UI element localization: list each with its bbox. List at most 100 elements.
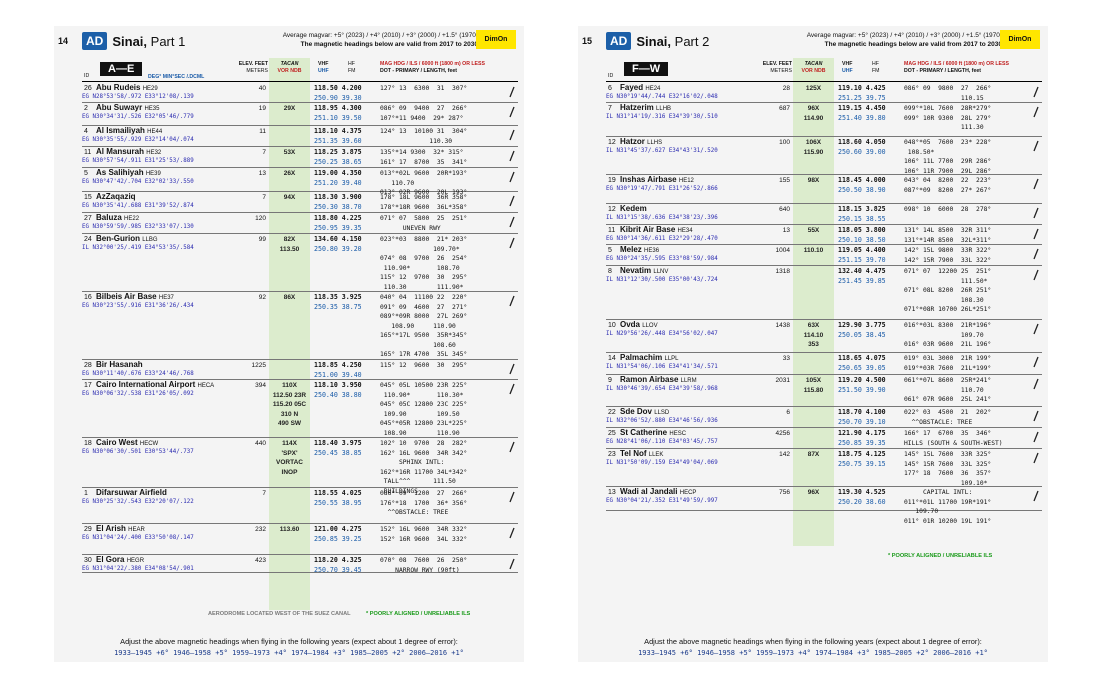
ad-badge: AD (606, 32, 632, 50)
elevation: 756 (779, 489, 790, 496)
column-header: ID F—W ELEV. FEET METERS TACAN VOR NDB V… (606, 58, 1042, 82)
page-header: AD Sinai, Part 2 (606, 32, 709, 50)
row-index: 18 (84, 440, 92, 447)
vhf-uhf-freq: 118.45 4.000 250.50 38.90 (838, 176, 886, 194)
year-adjust-footer: Adjust the above magnetic headings when … (114, 637, 464, 657)
page-number: 15 (582, 36, 593, 46)
row-index: 24 (84, 236, 92, 243)
airfield-coordinates: IL N31°12'30/.500 E35°00'43/.724 (606, 277, 718, 283)
row-index: 1 (84, 490, 88, 497)
airfield-coordinates: IL N31°50'09/.159 E34°49'04/.069 (606, 460, 718, 466)
page-header: AD Sinai, Part 1 (82, 32, 185, 50)
runway-diagram-icon (508, 558, 516, 570)
runway-headings: 022° 03 4500 21 202° ^^OBSTACLE: TREE (904, 409, 992, 426)
airfield-row: 16 Bilbeis Air Base HE37 EG N30°23'55/.916… (82, 292, 518, 360)
elevation: 7 (262, 490, 266, 497)
elevation: 92 (258, 294, 266, 301)
airfield-row: 8 Nevatim LLNV IL N31°12'30/.500 E35°00'43… (606, 266, 1042, 320)
runway-diagram-icon (1032, 490, 1040, 502)
tacan-vor: 106X 115.90 (803, 139, 824, 156)
runway-diagram-icon (1032, 410, 1040, 422)
row-index: 7 (608, 105, 612, 112)
airfield-name: Al Ismailiyah HE44 (96, 126, 163, 135)
runway-headings: 040° 04 11100 22 220° 091° 09 4600 27 27… (380, 294, 468, 358)
runway-headings: 115° 12 9600 30 295° (380, 362, 468, 369)
elevation: 232 (255, 526, 266, 533)
runway-headings: 013°*02L 9600 20R*193° 110.70 013° 02R 9… (380, 170, 468, 196)
airfield-row: 24 Ben-Gurion LLBG IL N32°00'25/.419 E34°5… (82, 234, 518, 292)
row-index: 6 (608, 85, 612, 92)
page-title: Sinai, Part 1 (112, 33, 186, 49)
row-index: 22 (608, 409, 616, 416)
airfield-coordinates: IL N31°54'06/.106 E34°41'34/.571 (606, 364, 718, 370)
elevation: 19 (258, 105, 266, 112)
vhf-uhf-freq: 119.05 4.400 251.15 39.70 (838, 246, 886, 264)
dimon-button[interactable]: DimOn (476, 30, 516, 49)
airfield-name: Ben-Gurion LLBG (96, 234, 158, 243)
tacan-vor: 110X 112.50 23R 115.20 05C 310 N 490 SW (272, 382, 307, 427)
suez-note: AERODROME LOCATED WEST OF THE SUEZ CANAL (208, 611, 351, 617)
airfield-coordinates: IL N32°06'52/.880 E34°46'56/.936 (606, 418, 718, 424)
runway-headings: 045° 05L 10500 23R 225° 110.90* 110.30* … (380, 382, 468, 437)
tacan-vor: 82X 113.50 (279, 236, 300, 253)
airfield-row: 5 As Salihiyah HE39 EG N30°47'42/.704 E32°… (82, 168, 518, 196)
runway-diagram-icon (508, 129, 516, 141)
airfield-name: Kedem (620, 204, 647, 213)
airfield-coordinates: IL N31°14'19/.316 E34°39'30/.510 (606, 114, 718, 120)
vhf-uhf-freq: 121.00 4.275 250.85 39.25 (314, 525, 362, 543)
airfield-row: 30 El Gora HEGR EG N31°04'22/.380 E34°08'5… (82, 555, 518, 574)
runway-diagram-icon (1032, 323, 1040, 335)
vhf-uhf-freq: 132.40 4.475 251.45 39.85 (838, 267, 886, 285)
runway-headings: CAPITAL INTL: 011°*01L 11700 19R*191° 10… (904, 489, 992, 525)
airfield-name: El Gora HEGR (96, 555, 145, 564)
row-index: 14 (608, 355, 616, 362)
row-index: 19 (608, 177, 616, 184)
runway-headings: 070° 08 7600 26 250° NARROW RWY (90ft) (380, 557, 468, 574)
airfield-name: Fayed HE24 (620, 83, 661, 92)
runway-headings: 127° 13 6300 31 307° (380, 85, 468, 92)
runway-headings: 086° 09 9400 27 266° 107°*11 9400 29* 28… (380, 105, 468, 122)
elevation: 100 (779, 139, 790, 146)
runway-headings: 166° 17 6700 35 346° HILLS (SOUTH & SOUT… (904, 430, 1003, 447)
tacan-vor: 87X (807, 451, 820, 458)
tacan-vor: 86X (283, 294, 296, 301)
runway-headings: 145° 15L 7600 33R 325° 145° 15R 7600 33L… (904, 451, 992, 487)
airfield-row: 28 Bir Hasanah EG N30°11'40/.676 E33°24'4… (82, 360, 518, 380)
vhf-uhf-freq: 118.75 4.125 250.75 39.15 (838, 450, 886, 468)
runway-diagram-icon (508, 441, 516, 453)
runway-headings: 048°*05 7600 23* 228° 108.50* 106° 11L 7… (904, 139, 992, 175)
elevation: 687 (779, 105, 790, 112)
row-index: 30 (84, 557, 92, 564)
row-index: 17 (84, 382, 92, 389)
elevation: 33 (782, 355, 790, 362)
elevation: 2031 (775, 377, 790, 384)
airfield-row: 1 Difarsuwar Airfield EG N30°25'32/.543 E… (82, 488, 518, 524)
tacan-vor: 53X (283, 149, 296, 156)
row-index: 23 (608, 451, 616, 458)
airfield-row: 7 Hatzerim LLHB IL N31°14'19/.316 E34°39'3… (606, 103, 1042, 137)
elevation: 1438 (775, 322, 790, 329)
runway-headings: 016°*03L 8300 21R*196° 109.70 016° 03R 9… (904, 322, 992, 348)
dimon-button[interactable]: DimOn (1000, 30, 1040, 49)
runway-headings: 086° 09 9800 27 266° 110.15 (904, 85, 992, 102)
runway-diagram-icon (1032, 269, 1040, 281)
page-part-2: 15 AD Sinai, Part 2 Average magvar: +5° … (578, 26, 1048, 662)
airfield-row: 29 El Arish HEAR EG N31°04'24/.400 E33°50'… (82, 524, 518, 555)
row-index: 29 (84, 526, 92, 533)
airfield-row: 10 Ovda LLOV IL N29°56'26/.448 E34°56'02/.… (606, 320, 1042, 353)
runway-diagram-icon (1032, 228, 1040, 240)
row-index: 12 (608, 139, 616, 146)
elevation: 28 (782, 85, 790, 92)
vhf-uhf-freq: 118.50 4.200 250.90 39.30 (314, 84, 362, 102)
airfield-row: 18 Cairo West HECW EG N30°06'30/.501 E30°5… (82, 438, 518, 495)
runway-diagram-icon (508, 106, 516, 118)
row-index: 12 (608, 206, 616, 213)
row-index: 2 (84, 105, 88, 112)
vhf-uhf-freq: 118.95 4.300 251.10 39.50 (314, 104, 362, 122)
row-index: 8 (608, 268, 612, 275)
runway-headings: 061°*07L 8600 25R*241° 110.70 061° 07R 9… (904, 377, 992, 403)
airfield-coordinates: EG N30°19'47/.791 E31°26'52/.866 (606, 186, 718, 192)
airfield-row: 12 Kedem IL N31°15'38/.636 E34°38'23/.396… (606, 204, 1042, 225)
airfield-name: El Arish HEAR (96, 524, 145, 533)
runway-diagram-icon (1032, 248, 1040, 260)
